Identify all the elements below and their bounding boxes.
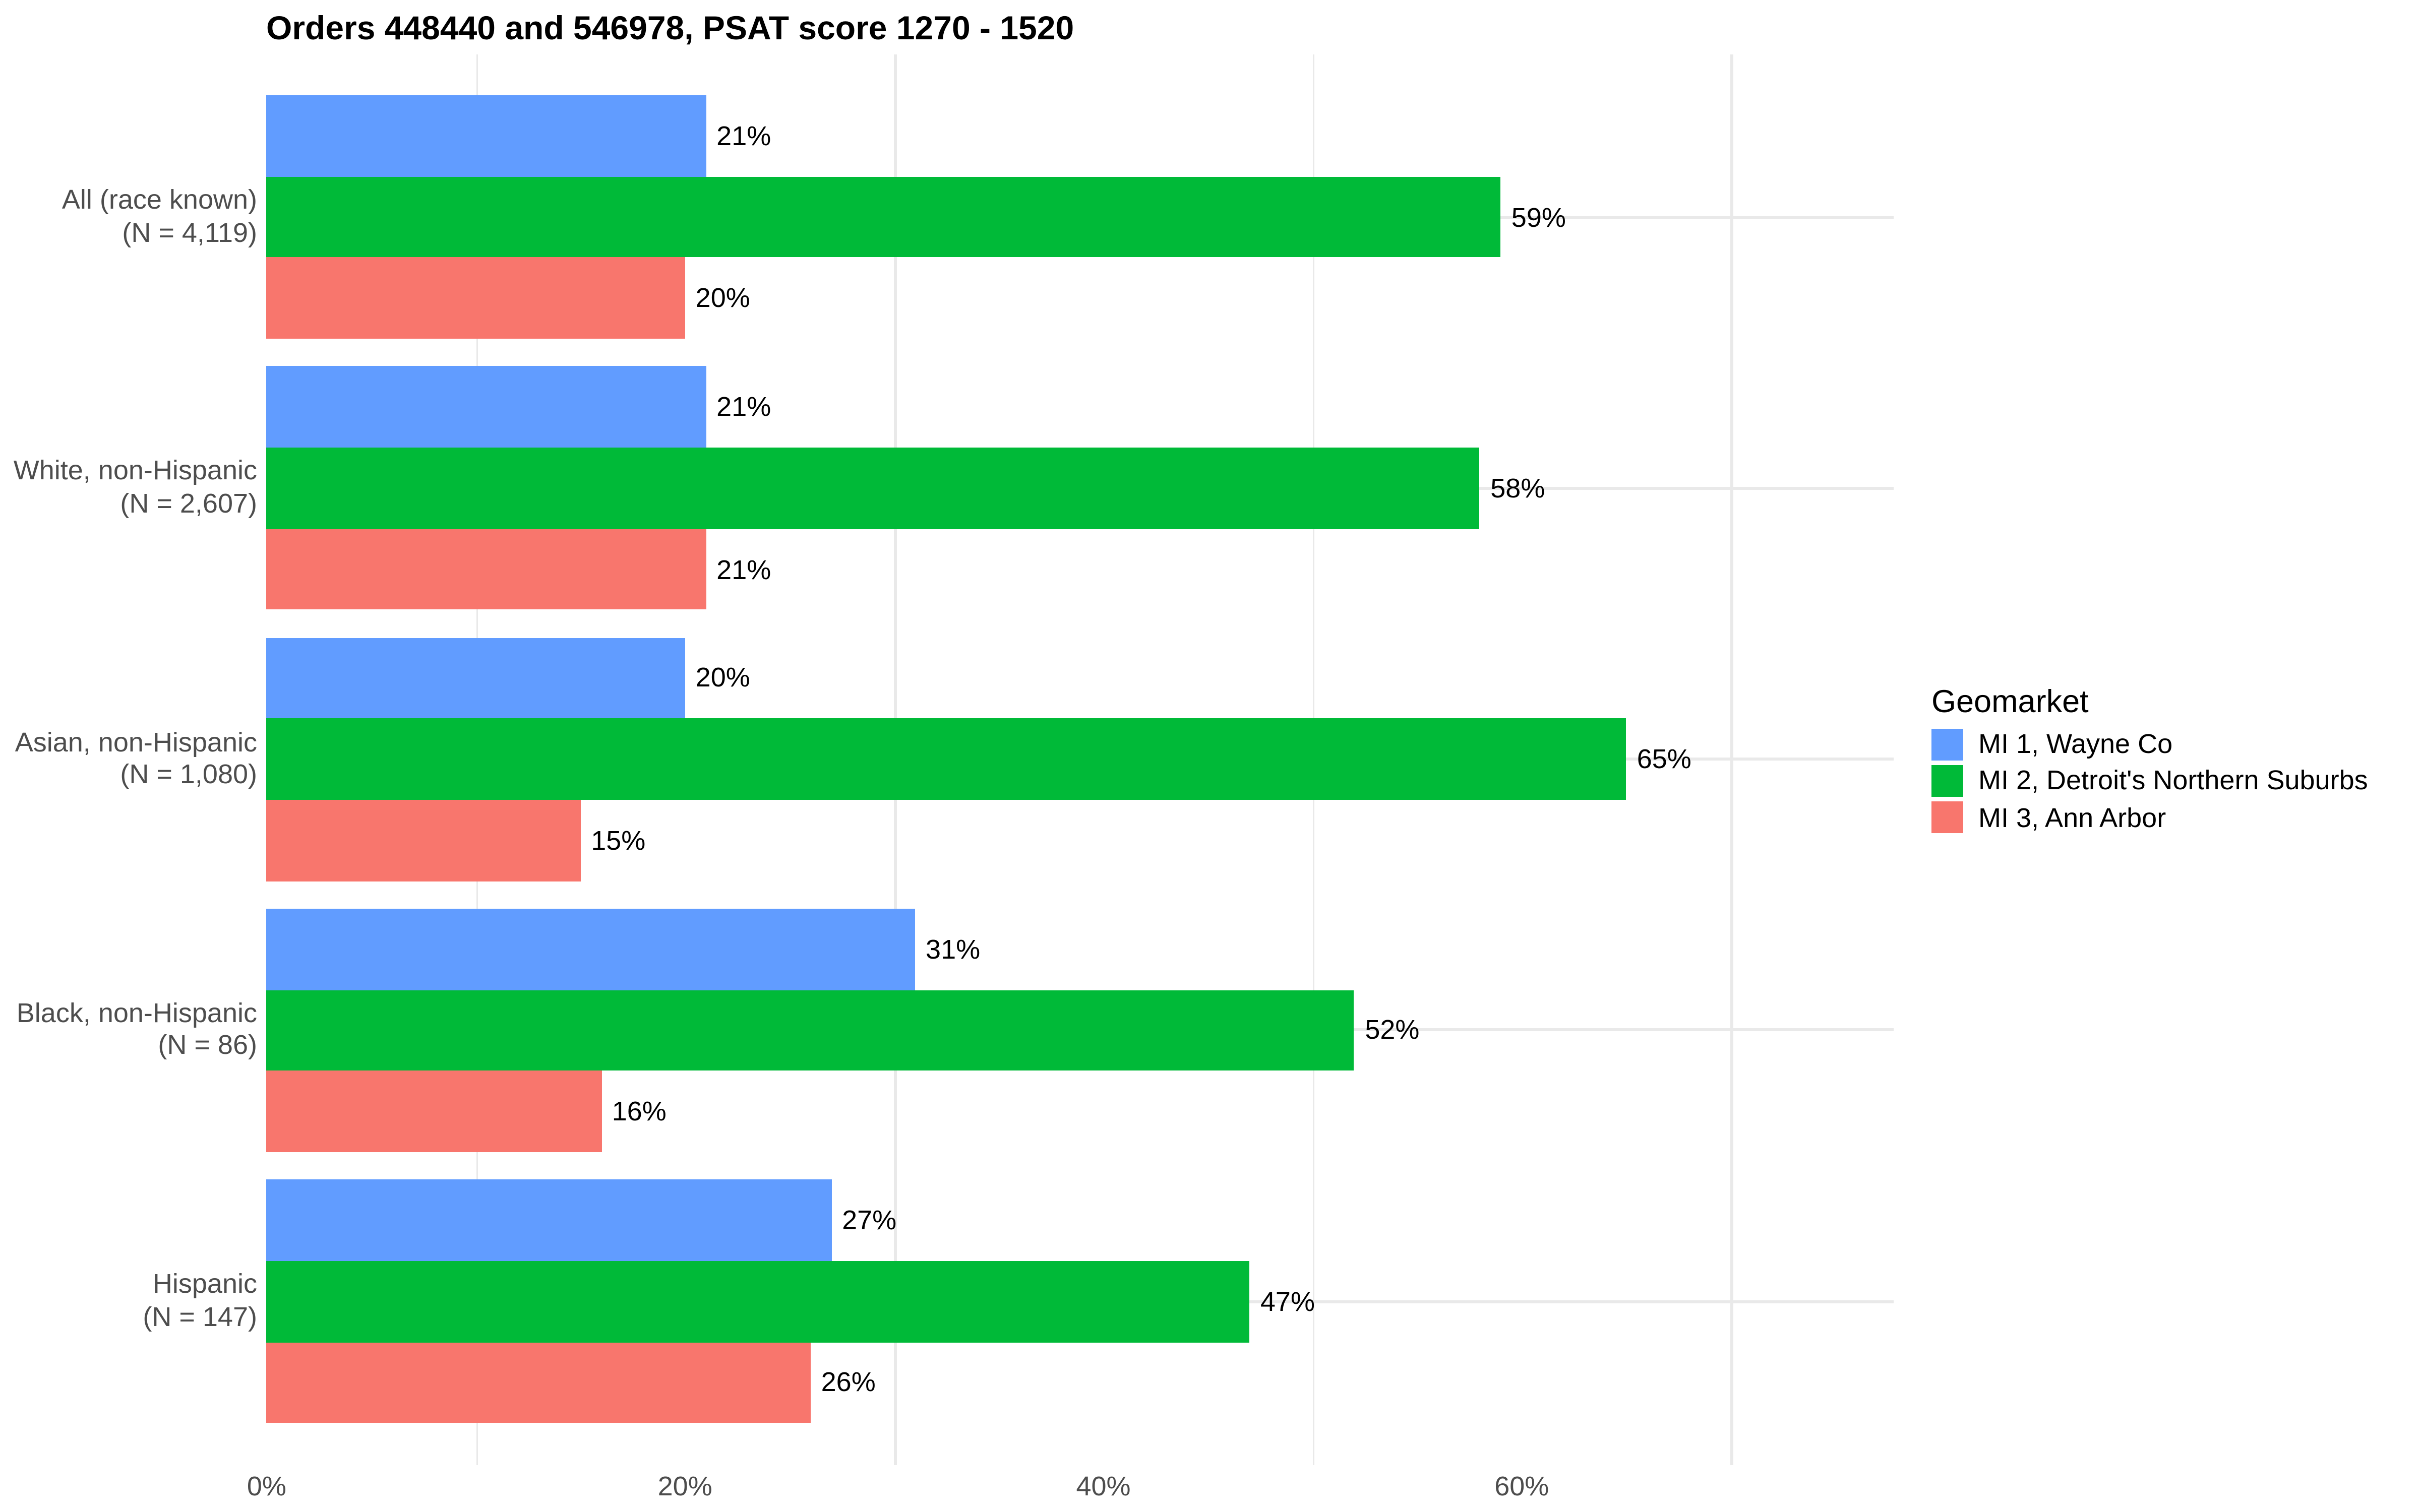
category-label-line2: (N = 2,607) [120, 488, 257, 519]
bar [266, 637, 685, 719]
bar [266, 448, 1480, 529]
bar [266, 1070, 601, 1152]
bar-value-label: 58% [1490, 473, 1545, 503]
bar-value-label: 59% [1511, 202, 1566, 232]
legend-item: MI 3, Ann Arbor [1931, 799, 2368, 836]
bar-value-label: 21% [716, 120, 771, 151]
category-label: White, non-Hispanic (N = 2,607) [3, 456, 257, 521]
bar [266, 908, 916, 990]
bar [266, 257, 685, 339]
legend-item: MI 2, Detroit's Northern Suburbs [1931, 763, 2368, 799]
bar-value-label: 20% [695, 283, 750, 313]
category-label-line2: (N = 4,119) [122, 217, 257, 247]
x-tick-label: 40% [1076, 1471, 1131, 1501]
legend-swatch [1931, 801, 1963, 834]
bar-value-label: 65% [1637, 744, 1691, 775]
bar [266, 1261, 1250, 1342]
legend-item-label: MI 1, Wayne Co [1978, 729, 2173, 760]
bar-value-label: 27% [842, 1205, 897, 1236]
bar [266, 95, 706, 176]
category-label-line1: Black, non-Hispanic [16, 997, 257, 1028]
x-tick-label: 60% [1494, 1471, 1549, 1501]
legend-title: Geomarket [1931, 685, 2089, 720]
category-label-line2: (N = 147) [143, 1301, 257, 1332]
category-label: All (race known) (N = 4,119) [3, 184, 257, 249]
legend-rows: MI 1, Wayne Co MI 2, Detroit's Northern S… [1931, 726, 2368, 836]
plot-panel: 21% 59% 20% 21% 58% 21% 20% 65% 15% 31% 52% 16% 27% 4… [266, 54, 1894, 1465]
bar [266, 800, 581, 881]
bar [266, 1179, 832, 1261]
bar [266, 1342, 811, 1423]
x-tick-label: 20% [657, 1471, 712, 1501]
bar [266, 366, 706, 448]
legend-swatch [1931, 728, 1963, 760]
legend-item-label: MI 3, Ann Arbor [1978, 802, 2166, 833]
bar-value-label: 21% [716, 554, 771, 585]
legend: Geomarket MI 1, Wayne Co MI 2, Detroit's … [1931, 683, 2368, 836]
category-label-line1: White, non-Hispanic [13, 455, 257, 486]
bar-value-label: 15% [591, 825, 646, 856]
legend-item-label: MI 2, Detroit's Northern Suburbs [1978, 766, 2368, 796]
bar [266, 528, 706, 610]
bar-value-label: 16% [612, 1096, 667, 1127]
legend-swatch [1931, 765, 1963, 797]
bar [266, 176, 1501, 258]
category-label: Asian, non-Hispanic (N = 1,080) [3, 727, 257, 792]
bar-value-label: 21% [716, 392, 771, 422]
category-label: Hispanic (N = 147) [3, 1269, 257, 1334]
bar [266, 718, 1626, 800]
legend-item: MI 1, Wayne Co [1931, 726, 2368, 763]
category-label: Black, non-Hispanic (N = 86) [3, 998, 257, 1063]
category-label-line1: Hispanic [152, 1269, 257, 1299]
category-label-line1: Asian, non-Hispanic [15, 726, 257, 757]
bar-value-label: 26% [821, 1367, 876, 1398]
bar-value-label: 20% [695, 663, 750, 694]
chart-title: Orders 448440 and 546978, PSAT score 127… [266, 9, 1074, 47]
x-tick-label: 0% [247, 1471, 286, 1501]
bar-value-label: 47% [1260, 1286, 1315, 1317]
category-label-line1: All (race known) [62, 184, 257, 215]
bar-value-label: 31% [926, 934, 981, 965]
bar-value-label: 52% [1365, 1015, 1420, 1046]
category-label-line2: (N = 1,080) [120, 759, 257, 790]
category-label-line2: (N = 86) [158, 1030, 257, 1061]
bar [266, 989, 1355, 1071]
